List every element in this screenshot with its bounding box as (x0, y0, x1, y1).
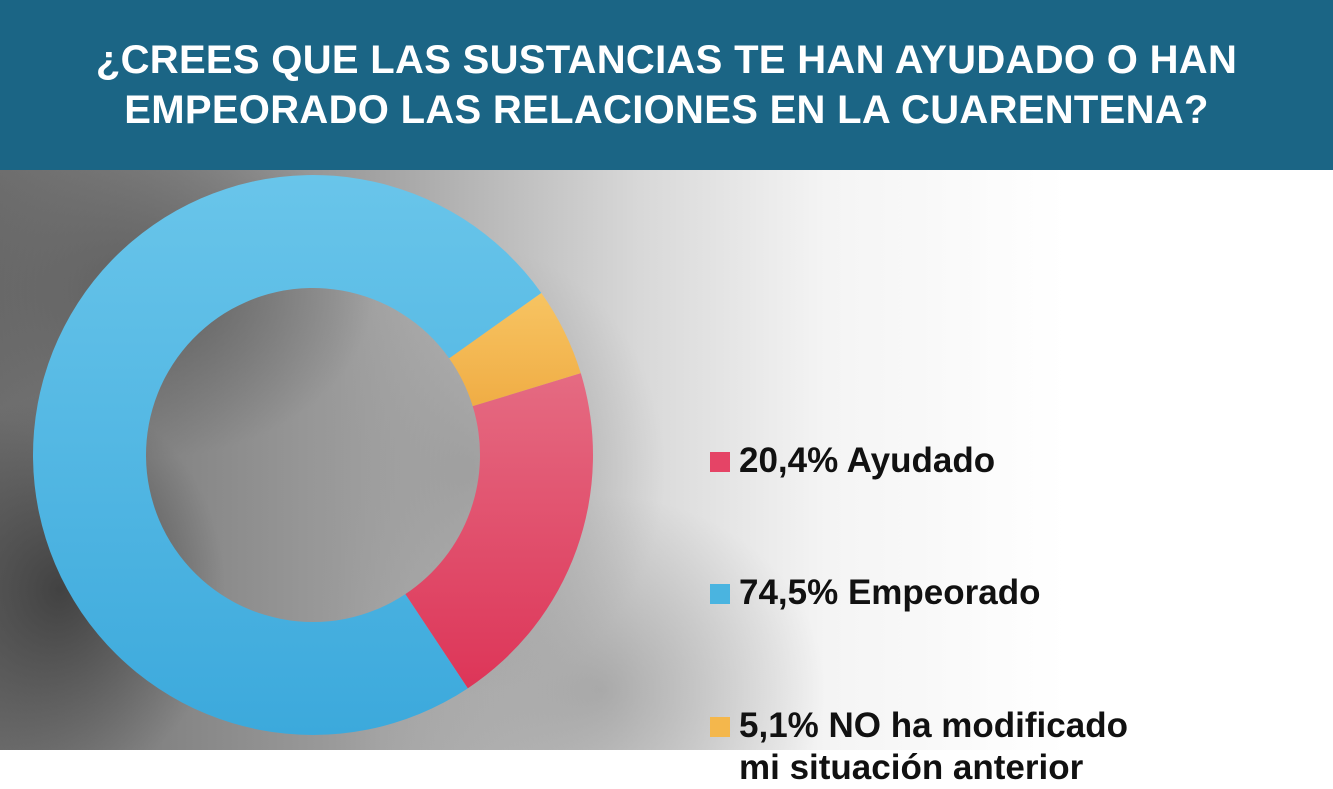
legend-swatch-ayudado (710, 452, 730, 472)
header-banner: ¿CREES QUE LAS SUSTANCIAS TE HAN AYUDADO… (0, 0, 1333, 170)
legend-label-line: 20,4% Ayudado (739, 441, 996, 480)
legend-label-line: 5,1% NO ha modificado (739, 706, 1128, 745)
donut-chart (32, 174, 593, 735)
legend-swatch-empeorado (710, 584, 730, 604)
title-line-1: ¿CREES QUE LAS SUSTANCIAS TE HAN AYUDADO… (95, 38, 1238, 82)
legend-swatch-no-modificado (710, 717, 730, 737)
legend-item-no-modificado: 5,1% NO ha modificado mi situación anter… (710, 705, 1128, 789)
donut-slice-no-modificado (449, 292, 581, 407)
donut-slice-ayudado (405, 373, 593, 689)
legend-item-empeorado: 74,5% Empeorado (710, 572, 1041, 614)
donut-slice-empeorado (32, 174, 542, 735)
legend-item-ayudado: 20,4% Ayudado (710, 440, 995, 482)
legend-label-empeorado: 74,5% Empeorado (739, 572, 1041, 614)
donut-chart-area: 20,4% Ayudado 74,5% Empeorado 5,1% NO ha… (0, 170, 1333, 787)
legend-label-no-modificado: 5,1% NO ha modificado mi situación anter… (739, 705, 1128, 789)
legend-label-line: mi situación anterior (739, 748, 1084, 787)
legend-label-ayudado: 20,4% Ayudado (739, 440, 995, 482)
legend-label-line: 74,5% Empeorado (739, 573, 1041, 612)
chart-title: ¿CREES QUE LAS SUSTANCIAS TE HAN AYUDADO… (96, 35, 1237, 135)
title-line-2: EMPEORADO LAS RELACIONES EN LA CUARENTEN… (124, 88, 1209, 132)
